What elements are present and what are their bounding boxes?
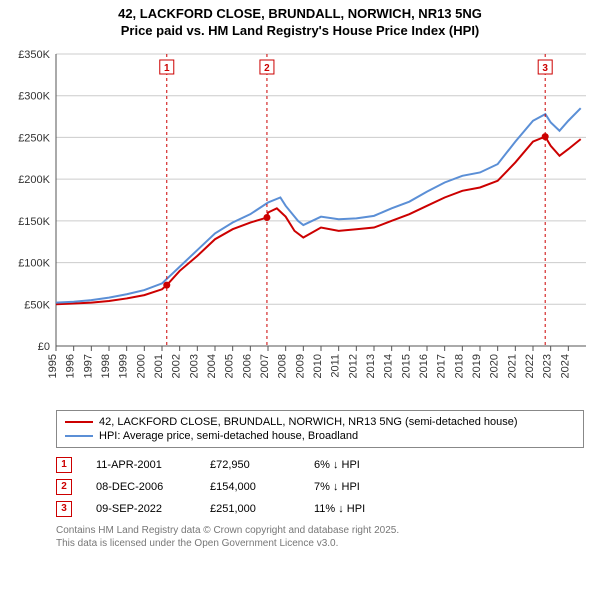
- sale-number-box: 3: [56, 501, 72, 517]
- x-tick-label: 2009: [294, 354, 306, 378]
- x-tick-label: 2014: [383, 354, 395, 378]
- sale-price: £72,950: [210, 459, 290, 471]
- legend-label: 42, LACKFORD CLOSE, BRUNDALL, NORWICH, N…: [99, 416, 518, 428]
- x-tick-label: 2024: [559, 354, 571, 378]
- sale-marker-dot: [263, 214, 270, 221]
- sale-price: £154,000: [210, 481, 290, 493]
- y-tick-label: £150K: [18, 216, 50, 228]
- sale-diff: 7% ↓ HPI: [314, 481, 404, 493]
- x-tick-label: 2007: [259, 354, 271, 378]
- footnote-line-2: This data is licensed under the Open Gov…: [56, 537, 584, 550]
- y-tick-label: £50K: [24, 299, 50, 311]
- legend-swatch: [65, 435, 93, 437]
- sale-date: 11-APR-2001: [96, 459, 186, 471]
- sale-diff: 11% ↓ HPI: [314, 503, 404, 515]
- legend-label: HPI: Average price, semi-detached house,…: [99, 430, 358, 442]
- x-tick-label: 2015: [400, 354, 412, 378]
- legend: 42, LACKFORD CLOSE, BRUNDALL, NORWICH, N…: [56, 410, 584, 448]
- sale-number-box: 2: [56, 479, 72, 495]
- sales-row: 3 09-SEP-2022 £251,000 11% ↓ HPI: [56, 498, 584, 520]
- sale-price: £251,000: [210, 503, 290, 515]
- legend-swatch: [65, 421, 93, 423]
- x-tick-label: 2012: [347, 354, 359, 378]
- sales-row: 1 11-APR-2001 £72,950 6% ↓ HPI: [56, 454, 584, 476]
- x-tick-label: 1997: [82, 354, 94, 378]
- x-tick-label: 2001: [153, 354, 165, 378]
- chart-area: £0 £50K £100K £150K £200K £250K £300K £350K 1995…: [0, 46, 600, 406]
- y-tick-label: £350K: [18, 49, 50, 61]
- title-line-1: 42, LACKFORD CLOSE, BRUNDALL, NORWICH, N…: [0, 6, 600, 23]
- x-tick-label: 2011: [330, 354, 342, 378]
- sale-marker-number: 3: [542, 63, 548, 74]
- x-tick-label: 2002: [171, 354, 183, 378]
- x-tick-label: 2005: [224, 354, 236, 378]
- sales-table: 1 11-APR-2001 £72,950 6% ↓ HPI 2 08-DEC-2006 £…: [56, 454, 584, 520]
- y-tick-label: £100K: [18, 257, 50, 269]
- x-tick-label: 2017: [436, 354, 448, 378]
- legend-item: 42, LACKFORD CLOSE, BRUNDALL, NORWICH, N…: [65, 415, 575, 429]
- x-tick-label: 1999: [118, 354, 130, 378]
- sale-number-box: 1: [56, 457, 72, 473]
- y-tick-label: £300K: [18, 90, 50, 102]
- sale-diff: 6% ↓ HPI: [314, 459, 404, 471]
- sales-row: 2 08-DEC-2006 £154,000 7% ↓ HPI: [56, 476, 584, 498]
- x-tick-label: 2022: [524, 354, 536, 378]
- x-tick-label: 2000: [135, 354, 147, 378]
- x-tick-label: 2023: [542, 354, 554, 378]
- x-tick-label: 2006: [241, 354, 253, 378]
- x-tick-label: 2004: [206, 354, 218, 378]
- x-tick-label: 2010: [312, 354, 324, 378]
- sale-marker-number: 1: [164, 63, 170, 74]
- y-tick-label: £250K: [18, 132, 50, 144]
- sale-date: 08-DEC-2006: [96, 481, 186, 493]
- line-chart: £0 £50K £100K £150K £200K £250K £300K £350K 1995…: [0, 46, 588, 406]
- x-tick-label: 2016: [418, 354, 430, 378]
- sale-marker-dot: [542, 133, 549, 140]
- sale-date: 09-SEP-2022: [96, 503, 186, 515]
- y-tick-label: £0: [38, 341, 50, 353]
- x-tick-label: 2021: [506, 354, 518, 378]
- title-line-2: Price paid vs. HM Land Registry's House …: [0, 23, 600, 40]
- x-tick-label: 1995: [47, 354, 59, 378]
- x-tick-label: 2019: [471, 354, 483, 378]
- x-tick-label: 2013: [365, 354, 377, 378]
- x-tick-label: 2003: [188, 354, 200, 378]
- chart-title: 42, LACKFORD CLOSE, BRUNDALL, NORWICH, N…: [0, 0, 600, 40]
- footnote: Contains HM Land Registry data © Crown c…: [56, 524, 584, 550]
- x-tick-label: 2008: [277, 354, 289, 378]
- x-tick-label: 1996: [65, 354, 77, 378]
- footnote-line-1: Contains HM Land Registry data © Crown c…: [56, 524, 584, 537]
- x-tick-label: 2018: [453, 354, 465, 378]
- sale-marker-number: 2: [264, 63, 270, 74]
- sale-marker-dot: [163, 281, 170, 288]
- y-tick-label: £200K: [18, 174, 50, 186]
- legend-item: HPI: Average price, semi-detached house,…: [65, 429, 575, 443]
- x-tick-label: 2020: [489, 354, 501, 378]
- x-tick-label: 1998: [100, 354, 112, 378]
